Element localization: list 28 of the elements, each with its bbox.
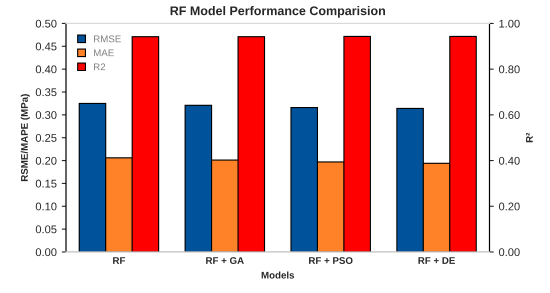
y-tick-label: 0.05: [36, 225, 57, 234]
y-tick-label: 0.30: [36, 111, 57, 119]
y-tick-label: 0.40: [36, 65, 57, 74]
legend-label: RMSE: [94, 35, 121, 42]
y-tick-label: 0.00: [36, 248, 57, 256]
y-tick-label: 0.35: [36, 88, 57, 96]
y-tick-label: 0.50: [36, 20, 57, 28]
y-tick-label: 0.25: [36, 134, 57, 142]
y-tick-label: 0.10: [36, 202, 57, 210]
y2-tick-label: 0.20: [498, 202, 520, 210]
y2-tick-label: 0.80: [498, 65, 520, 74]
x-tick-label: RF + DE: [418, 257, 455, 264]
y-tick-label: 0.15: [36, 180, 57, 188]
y2-tick-label: 1.00: [499, 20, 520, 28]
y-tick-label: 0.20: [36, 156, 57, 165]
y2-axis-title: R²: [526, 132, 533, 142]
x-tick-label: RF + GA: [206, 257, 244, 264]
chart-title: RF Model Performance Comparision: [170, 6, 385, 18]
y-axis-title: RSME/MAPE (MPa): [20, 94, 30, 182]
y2-tick-label: 0.40: [498, 156, 520, 165]
y2-tick-label: 0.00: [498, 248, 520, 256]
x-tick-label: RF: [113, 257, 126, 264]
legend-label: R2: [94, 63, 106, 70]
y2-tick-label: 0.60: [498, 111, 520, 119]
legend-label: MAE: [94, 49, 114, 56]
x-axis-title: Models: [262, 271, 294, 279]
x-tick-label: RF + PSO: [309, 257, 353, 264]
y-tick-label: 0.45: [36, 42, 57, 50]
